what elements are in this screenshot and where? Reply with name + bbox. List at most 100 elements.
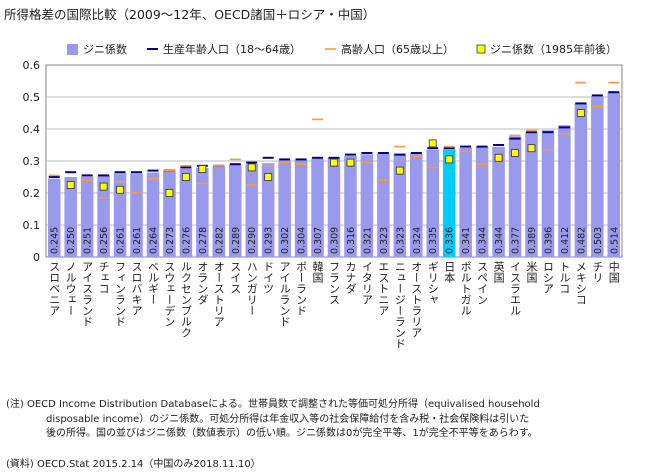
- y-tick-label: 0.3: [23, 155, 41, 168]
- bar-value-label: 0.324: [412, 227, 423, 254]
- gini-1985-marker: [428, 139, 437, 148]
- bar-value-label: 0.273: [165, 227, 176, 254]
- category-label: 日本: [443, 261, 456, 284]
- gini-1985-marker: [445, 155, 454, 164]
- bar: [525, 132, 538, 257]
- bar: [508, 136, 522, 257]
- category-label: スロバキア: [130, 261, 143, 316]
- bar-value-label: 0.302: [280, 227, 291, 254]
- category-label: ギリシャ: [426, 261, 439, 305]
- bar-value-label: 0.264: [148, 227, 159, 254]
- bar-chart: 0 0.1 0.2 0.3 0.4 0.5 0.6 0.245 0.250 0.251 0.256 0…: [23, 42, 623, 349]
- category-label: ポルトガル: [459, 261, 472, 316]
- bar-value-label: 0.344: [494, 227, 505, 254]
- category-label: イタリア: [360, 261, 373, 305]
- category-label: ロシア: [541, 261, 554, 294]
- bar-value-label: 0.289: [231, 227, 242, 254]
- bar-value-label: 0.344: [478, 227, 489, 254]
- bar-value-label: 0.323: [379, 227, 390, 254]
- bar: [130, 173, 143, 257]
- bar: [64, 177, 77, 257]
- category-label: スペイン: [476, 261, 489, 305]
- bar: [179, 168, 193, 257]
- bar-value-label: 0.316: [346, 227, 357, 254]
- bar: [541, 130, 555, 257]
- bar-value-label: 0.293: [264, 227, 275, 254]
- bar: [47, 178, 61, 257]
- category-label: メキシコ: [574, 261, 587, 305]
- category-label: 中国: [607, 261, 620, 284]
- bar-value-label: 0.323: [395, 227, 406, 254]
- chart-source: (資料) OECD.Stat 2015.2.14（中国のみ2018.11.10）: [6, 459, 261, 470]
- bar: [574, 102, 588, 257]
- bar: [591, 96, 604, 257]
- note-line-2: disposable income）のジニ係数。可処分所得は年金収入等の社会保障…: [46, 413, 530, 425]
- y-tick-label: 0.4: [23, 123, 41, 136]
- bar-value-label: 0.245: [50, 227, 61, 254]
- category-label: 米国: [525, 261, 538, 284]
- gini-1985-marker: [346, 158, 355, 167]
- gini-1985-marker: [247, 163, 256, 172]
- legend-label-gini: ジニ係数: [83, 43, 127, 56]
- bar-value-label: 0.290: [247, 227, 258, 254]
- bar: [196, 168, 209, 257]
- category-label: フィンランド: [114, 261, 127, 327]
- category-label: ハンガリー: [245, 261, 258, 316]
- bar: [113, 173, 127, 257]
- bar: [426, 149, 439, 257]
- category-label: フランス: [328, 261, 341, 305]
- gini-1985-marker: [181, 173, 190, 181]
- bar: [278, 160, 291, 257]
- bar: [245, 164, 258, 257]
- category-label: ポーランド: [295, 261, 308, 316]
- bar-value-label: 0.309: [330, 227, 341, 254]
- bar: [393, 153, 407, 257]
- bar-value-label: 0.389: [527, 227, 538, 254]
- category-label: スロベニア: [48, 261, 61, 316]
- category-label: スイス: [229, 261, 242, 294]
- y-tick-label: 0: [33, 251, 40, 264]
- y-tick-label: 0.5: [23, 91, 41, 104]
- bar-value-label: 0.412: [560, 227, 571, 254]
- bar-value-label: 0.304: [297, 227, 308, 254]
- gini-1985-marker: [576, 109, 585, 117]
- bar-value-label: 0.256: [99, 227, 110, 254]
- bar-value-label: 0.321: [362, 227, 373, 254]
- bar-value-label: 0.307: [313, 227, 324, 254]
- legend-swatch-gini: [67, 44, 78, 55]
- gini-1985-marker: [198, 165, 207, 173]
- bar: [410, 153, 423, 257]
- bar-value-label: 0.261: [132, 227, 143, 254]
- bar: [311, 158, 324, 257]
- gini-1985-marker: [165, 189, 174, 197]
- category-label: トルコ: [558, 261, 571, 294]
- category-label: オランダ: [196, 261, 209, 305]
- bar-value-label: 0.396: [543, 227, 554, 254]
- chart-title: 所得格差の国際比較（2009～12年、OECD諸国＋ロシア・中国）: [4, 7, 376, 22]
- y-tick-label: 0.2: [23, 187, 41, 200]
- bar: [294, 159, 308, 257]
- gini-1985-marker: [395, 166, 404, 175]
- category-label: 韓国: [311, 261, 324, 284]
- category-label: エストニア: [377, 261, 390, 316]
- bar-value-label: 0.276: [181, 227, 192, 254]
- bar: [327, 158, 341, 257]
- category-label: ベルギー: [146, 261, 159, 305]
- gini-1985-marker: [66, 181, 75, 189]
- gini-1985-marker: [527, 144, 536, 153]
- category-label: カナダ: [344, 261, 357, 294]
- bar-value-label: 0.336: [445, 227, 456, 254]
- bar: [558, 125, 571, 257]
- bar-value-label: 0.503: [593, 227, 604, 254]
- bar: [212, 166, 226, 257]
- bar: [607, 92, 621, 258]
- y-tick-label: 0.1: [23, 219, 41, 232]
- category-label: 英国: [492, 260, 505, 284]
- bar: [459, 147, 472, 257]
- category-label: ルクセンブルク: [179, 261, 192, 338]
- bar: [442, 149, 456, 257]
- category-label: チェコ: [97, 261, 110, 294]
- bar-value-label: 0.514: [609, 227, 620, 254]
- note-line-1: (注) OECD Income Distribution Databaseによる…: [6, 399, 540, 410]
- bar-value-label: 0.341: [461, 227, 472, 254]
